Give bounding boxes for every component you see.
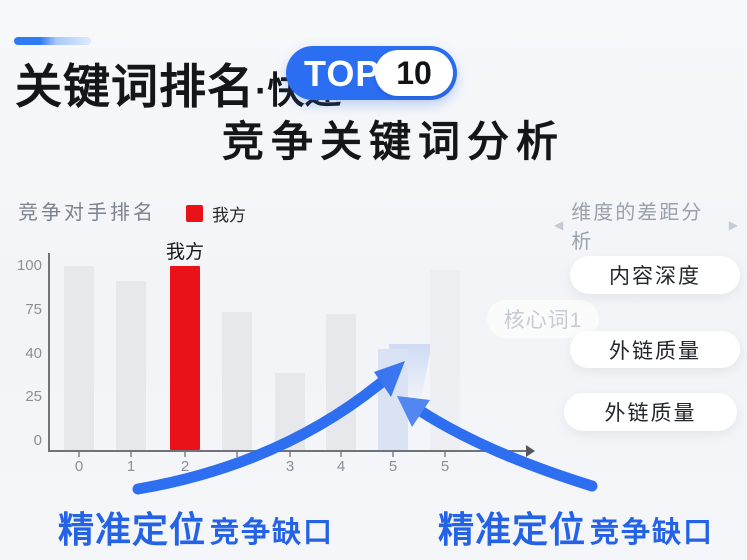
x-tick xyxy=(184,452,186,457)
x-tick xyxy=(392,452,394,457)
pill-backlink-quality-2[interactable]: 外链质量 xyxy=(564,393,737,431)
y-tick-label: 40 xyxy=(25,344,42,362)
y-tick-label: 0 xyxy=(33,432,42,449)
x-tick-label: 4 xyxy=(336,458,346,475)
top10-badge-circle: 10 xyxy=(375,50,453,96)
panel-title: ◀ 维度的差距分析 ▶ xyxy=(548,196,746,254)
panel-title-label: 维度的差距分析 xyxy=(571,202,704,253)
chart-legend: 我方 xyxy=(186,201,246,226)
pill-backlink-quality-1[interactable]: 外链质量 xyxy=(570,331,740,368)
bar-ours xyxy=(170,266,200,450)
y-tick-label: 100 xyxy=(16,257,42,274)
page-subtitle: 竞争关键词分析 xyxy=(222,118,566,165)
bar-competitor xyxy=(222,312,252,450)
bar-gap xyxy=(378,349,408,450)
x-tick-label: 1 xyxy=(126,458,136,475)
x-tick-label: 5 xyxy=(440,458,450,475)
bar-competitor xyxy=(64,266,94,450)
top10-badge-number: 10 xyxy=(396,54,432,91)
x-tick xyxy=(130,452,132,457)
x-tick xyxy=(289,452,291,457)
bar-competitor xyxy=(430,270,460,450)
page-title-main: 关键词排名 xyxy=(15,60,255,113)
x-tick-label: 5 xyxy=(388,458,398,475)
y-tick-label: 25 xyxy=(25,388,42,406)
callout-left-strong: 精准定位 xyxy=(58,509,207,550)
accent-bar xyxy=(14,37,91,45)
pill-content-depth[interactable]: 内容深度 xyxy=(570,256,740,294)
legend-label: 我方 xyxy=(212,206,246,225)
x-tick-label: 3 xyxy=(285,458,295,475)
x-tick xyxy=(496,452,498,457)
x-tick-label: 0 xyxy=(74,458,84,475)
top10-badge: TOP 10 xyxy=(286,46,457,100)
top10-badge-text: TOP xyxy=(304,53,381,94)
our-bar-label: 我方 xyxy=(165,242,204,263)
bar-competitor xyxy=(326,314,356,450)
callout-left-rest: 竞争缺口 xyxy=(210,517,335,549)
chart-title: 竞争对手排名 xyxy=(18,202,156,224)
chevron-right-icon[interactable]: ▶ xyxy=(728,218,740,232)
bar-chart: 0 1 2 3 4 5 5 xyxy=(48,250,548,475)
callout-left: 精准定位 竞争缺口 xyxy=(58,501,334,553)
y-axis xyxy=(48,253,50,452)
x-tick xyxy=(236,452,238,457)
callout-right-strong: 精准定位 xyxy=(438,509,587,550)
chevron-left-icon[interactable]: ◀ xyxy=(554,218,566,232)
x-tick xyxy=(78,452,80,457)
callout-right-rest: 竞争缺口 xyxy=(590,517,715,549)
x-tick-label: 2 xyxy=(180,458,190,475)
legend-swatch-red xyxy=(186,205,203,222)
x-tick xyxy=(444,452,446,457)
y-tick-label: 75 xyxy=(25,300,42,318)
callout-right: 精准定位 竞争缺口 xyxy=(438,501,714,553)
bar-competitor xyxy=(275,373,305,450)
bar-competitor xyxy=(116,281,146,450)
x-axis-arrowhead-icon xyxy=(526,445,535,457)
x-tick xyxy=(340,452,342,457)
